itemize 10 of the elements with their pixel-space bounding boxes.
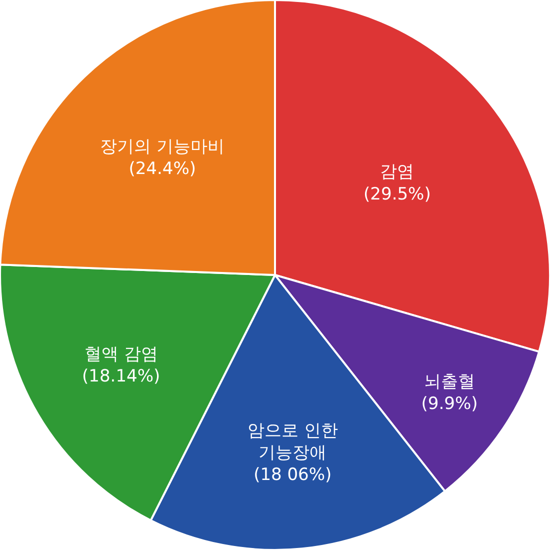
slice-label: 장기의 기능마비 xyxy=(100,136,225,157)
data-label: (18 06%) xyxy=(254,465,332,486)
slice-label: 혈액 감염 xyxy=(84,344,158,365)
slice-label: 암으로 인한 기능장애 xyxy=(247,420,338,463)
slice-label: 감염 xyxy=(380,162,414,182)
slice-label: 뇌출혈 xyxy=(424,372,476,392)
data-label: (29.5%) xyxy=(364,184,431,204)
data-label: (9.9%) xyxy=(421,394,478,414)
data-label: (18.14%) xyxy=(82,366,160,387)
data-label: (24.4%) xyxy=(128,159,196,180)
